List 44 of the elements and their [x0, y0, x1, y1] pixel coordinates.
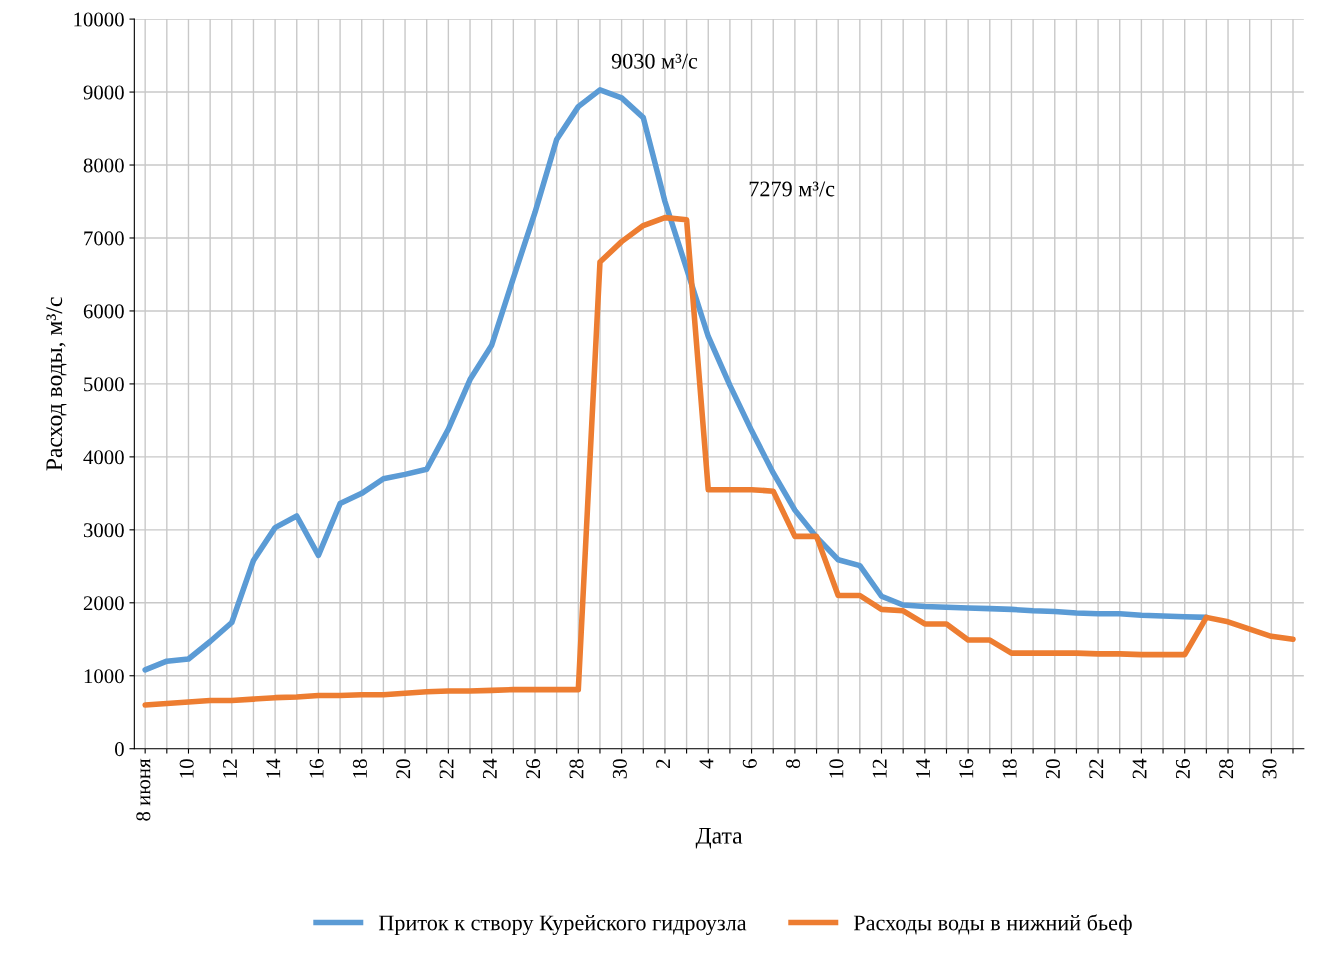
x-tick-label: 30 [1262, 759, 1277, 779]
x-tick-label: 22 [1089, 759, 1104, 779]
x-tick-label: 2 [656, 759, 670, 768]
annotation: 7279 м³/с [749, 181, 835, 197]
y-tick-label: 3000 [83, 523, 124, 538]
x-tick-label: 10 [179, 759, 194, 778]
x-tick-label: 28 [1219, 759, 1234, 779]
x-tick-label: 30 [612, 759, 627, 779]
x-tick-label: 10 [829, 759, 844, 778]
x-tick-label: 12 [223, 759, 237, 778]
y-tick-label: 9000 [83, 85, 124, 100]
x-tick-label: 26 [1175, 759, 1190, 779]
x-tick-label: 20 [1045, 759, 1060, 779]
x-tick-label: 14 [266, 758, 281, 778]
x-tick-label: 16 [309, 759, 324, 778]
y-tick-label: 2000 [83, 596, 124, 611]
legend-label: Расходы воды в нижний бьеф [853, 914, 1132, 935]
x-tick-label: 8 июня [136, 758, 151, 821]
x-tick-label: 18 [352, 759, 367, 778]
x-axis-title: Дата [695, 827, 743, 849]
y-tick-label: 1000 [84, 669, 124, 684]
x-tick-label: 28 [569, 759, 584, 779]
y-tick-label: 5000 [84, 377, 124, 392]
x-tick-label: 18 [1002, 759, 1017, 778]
x-tick-label: 12 [872, 759, 887, 778]
x-tick-label: 14 [916, 758, 930, 778]
x-tick-label: 24 [482, 758, 497, 779]
x-tick-label: 26 [526, 759, 541, 779]
x-tick-label: 6 [742, 759, 757, 768]
y-tick-label: 7000 [84, 231, 124, 246]
x-tick-label: 8 [786, 759, 801, 769]
y-axis-title: Расход воды, м³/с [46, 297, 67, 471]
x-tick-label: 20 [396, 759, 411, 779]
annotation: 9030 м³/с [611, 53, 698, 69]
y-tick-label: 8000 [83, 158, 124, 173]
y-tick-label: 6000 [83, 304, 124, 319]
y-tick-label: 0 [114, 742, 124, 757]
x-tick-label: 24 [1132, 758, 1147, 779]
y-tick-label: 4000 [83, 450, 124, 465]
x-tick-label: 4 [699, 758, 714, 769]
legend-label: Приток к створу Курейского гидроузла [378, 914, 747, 935]
y-tick-label: 10000 [74, 12, 124, 27]
x-tick-label: 16 [959, 759, 974, 778]
x-tick-label: 22 [439, 759, 454, 779]
